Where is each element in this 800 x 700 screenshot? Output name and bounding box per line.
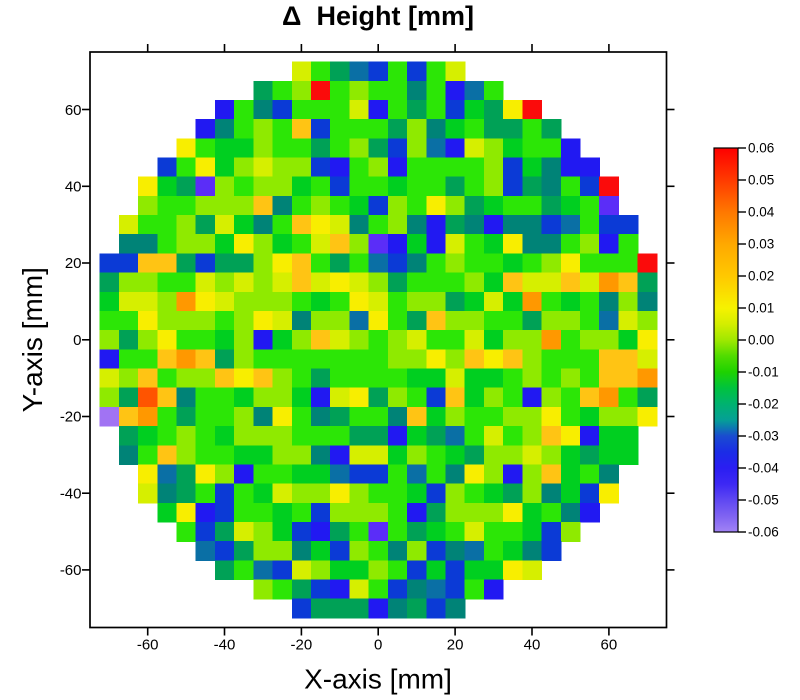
svg-text:-60: -60 (137, 636, 159, 653)
svg-text:-40: -40 (60, 485, 82, 502)
svg-text:0.06: 0.06 (748, 141, 774, 156)
svg-text:0: 0 (374, 636, 382, 653)
svg-text:0.00: 0.00 (748, 333, 774, 348)
svg-text:60: 60 (601, 636, 618, 653)
svg-text:-0.04: -0.04 (748, 461, 779, 476)
svg-text:-0.05: -0.05 (748, 493, 779, 508)
svg-text:-0.02: -0.02 (748, 397, 779, 412)
svg-text:0.04: 0.04 (748, 205, 775, 220)
svg-text:40: 40 (524, 636, 541, 653)
svg-text:-20: -20 (291, 636, 313, 653)
svg-text:0: 0 (73, 332, 81, 349)
svg-text:-0.03: -0.03 (748, 429, 779, 444)
svg-text:X-axis [mm]: X-axis [mm] (304, 664, 452, 695)
svg-text:20: 20 (65, 255, 82, 272)
svg-text:0.02: 0.02 (748, 269, 774, 284)
svg-text:0.03: 0.03 (748, 237, 774, 252)
svg-text:-20: -20 (60, 409, 82, 426)
svg-text:60: 60 (65, 102, 82, 119)
svg-text:20: 20 (447, 636, 464, 653)
svg-text:-0.06: -0.06 (748, 525, 779, 540)
svg-text:-40: -40 (214, 636, 236, 653)
svg-text:Y-axis [mm]: Y-axis [mm] (17, 267, 48, 412)
svg-text:0.01: 0.01 (748, 301, 774, 316)
svg-text:-0.01: -0.01 (748, 365, 779, 380)
svg-text:40: 40 (65, 179, 82, 196)
svg-text:Δ Height [mm]: Δ Height [mm] (282, 1, 474, 31)
svg-text:-60: -60 (60, 562, 82, 579)
svg-text:0.05: 0.05 (748, 173, 774, 188)
